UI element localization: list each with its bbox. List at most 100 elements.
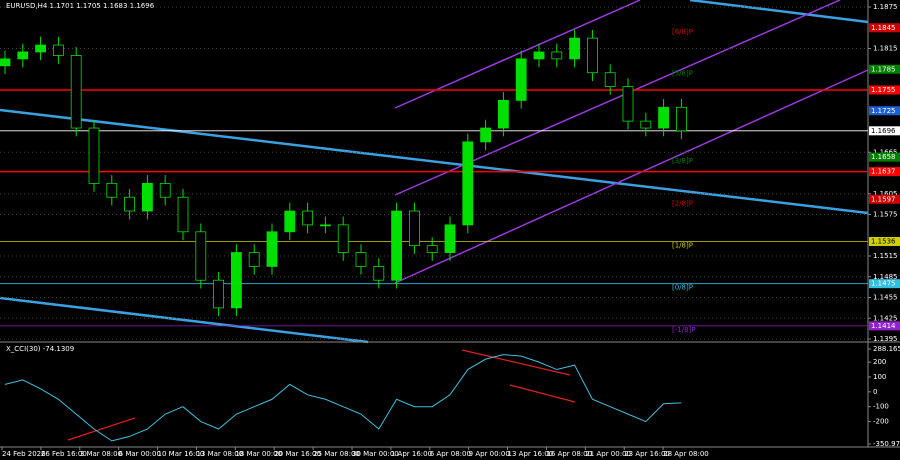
candle-body: [373, 265, 385, 281]
trend-line: [0, 296, 369, 344]
x-tick-label: 6 Mar 00:00: [119, 450, 161, 458]
x-tick-label: 18 Mar 00:00: [235, 450, 282, 458]
price-box-label: 1.1696: [871, 127, 896, 135]
y-tick-label: -200: [873, 418, 889, 426]
price-box: [869, 64, 900, 74]
candle-body: [159, 182, 171, 198]
price-box-label: 1.1725: [871, 107, 896, 115]
candle-body: [17, 51, 29, 60]
y-tick-label: 1.1665: [873, 148, 898, 156]
x-tick-label: 25 Mar 08:00: [313, 450, 360, 458]
price-box: [869, 23, 900, 33]
candle-body: [515, 58, 527, 101]
price-box: [869, 85, 900, 95]
price-box: [869, 321, 900, 331]
price-box: [869, 236, 900, 246]
level-label: [3/8]P: [672, 157, 693, 165]
candle-body: [230, 252, 242, 309]
y-tick-label: 1.1605: [873, 190, 898, 198]
price-box-label: 1.1597: [871, 195, 896, 203]
candle-body: [337, 224, 349, 253]
candle-body: [604, 72, 616, 87]
y-tick-label: 100: [873, 373, 886, 381]
divergence-line: [461, 349, 571, 376]
y-tick-label: 1.1575: [873, 211, 898, 219]
candle-body: [124, 196, 135, 212]
y-tick-label: 0: [873, 388, 877, 396]
candle-body: [569, 37, 580, 60]
candle-body: [533, 51, 545, 60]
level-label: [5/8]P: [672, 69, 693, 77]
x-tick-label: 30 Mar 00:00: [352, 450, 399, 458]
y-tick-label: 1.1875: [873, 3, 898, 11]
candle-body: [266, 231, 278, 267]
candle-body: [35, 44, 46, 53]
candle-body: [408, 210, 420, 247]
price-box: [869, 279, 900, 289]
level-label: [2/8]P: [672, 199, 693, 207]
y-tick-label: 1.1425: [873, 314, 898, 322]
y-tick-label: -350.973: [873, 440, 900, 448]
price-box-label: 1.1475: [871, 280, 896, 288]
chart-title: EURUSD,H4 1.1701 1.1705 1.1683 1.1696: [6, 2, 155, 10]
x-tick-label: 13 Apr 16:00: [508, 450, 554, 458]
candle-body: [302, 210, 314, 226]
y-tick-label: 1.1515: [873, 252, 898, 260]
price-box: [869, 194, 900, 204]
x-tick-label: 23 Apr 16:00: [624, 450, 670, 458]
candle-body: [462, 141, 474, 226]
x-tick-label: 21 Apr 00:00: [585, 450, 631, 458]
candle-body: [391, 210, 403, 281]
candle-body: [658, 106, 669, 129]
candle-body: [0, 58, 11, 67]
candle-body: [284, 210, 296, 233]
price-box-label: 1.1658: [871, 153, 896, 161]
x-tick-label: 28 Apr 08:00: [663, 450, 709, 458]
x-tick-label: 20 Mar 16:00: [274, 450, 321, 458]
x-tick-label: 1 Apr 16:00: [391, 450, 432, 458]
level-label: [6/8]P: [672, 28, 693, 36]
candle-body: [195, 231, 207, 281]
level-label: [1/8]P: [672, 241, 693, 249]
trend-line: [0, 108, 869, 215]
price-box: [869, 106, 900, 116]
candle-body: [355, 252, 367, 267]
trend-line: [689, 0, 869, 24]
x-tick-label: 9 Apr 00:00: [469, 450, 510, 458]
x-tick-label: 13 Mar 08:00: [196, 450, 243, 458]
trend-lines: [0, 0, 869, 441]
candle-body: [70, 55, 82, 129]
candle-body: [587, 37, 598, 74]
x-tick-label: 26 Feb 16:00: [41, 450, 87, 458]
candle-body: [640, 120, 652, 129]
candle-body: [177, 196, 189, 233]
divergence-line: [509, 384, 576, 403]
candle-body: [141, 182, 153, 212]
x-tick-label: 24 Feb 2026: [2, 450, 46, 458]
level-label: [0/8]P: [672, 284, 693, 292]
price-box: [869, 126, 900, 136]
candle-body: [213, 279, 225, 309]
price-box-label: 1.1785: [871, 65, 896, 73]
candle-body: [480, 127, 492, 143]
candle-body: [88, 127, 100, 184]
price-box-label: 1.1637: [871, 168, 896, 176]
candle-body: [426, 245, 438, 253]
y-tick-label: 288.1656: [873, 345, 900, 353]
x-tick-label: 6 Apr 08:00: [430, 450, 471, 458]
price-box-label: 1.1845: [871, 24, 896, 32]
candle-body: [622, 86, 634, 122]
y-tick-label: 1.1815: [873, 45, 898, 53]
y-tick-label: 1.1395: [873, 335, 898, 343]
divergence-line: [67, 417, 136, 441]
channel-line: [394, 69, 869, 284]
y-tick-label: -100: [873, 403, 889, 411]
x-tick-label: 10 Mar 16:00: [158, 450, 205, 458]
price-box: [869, 152, 900, 162]
y-tick-label: 1.1455: [873, 294, 898, 302]
candle-body: [497, 99, 509, 129]
candle-body: [676, 106, 687, 132]
level-label: [-1/8]P: [672, 326, 695, 334]
y-tick-label: 200: [873, 358, 886, 366]
